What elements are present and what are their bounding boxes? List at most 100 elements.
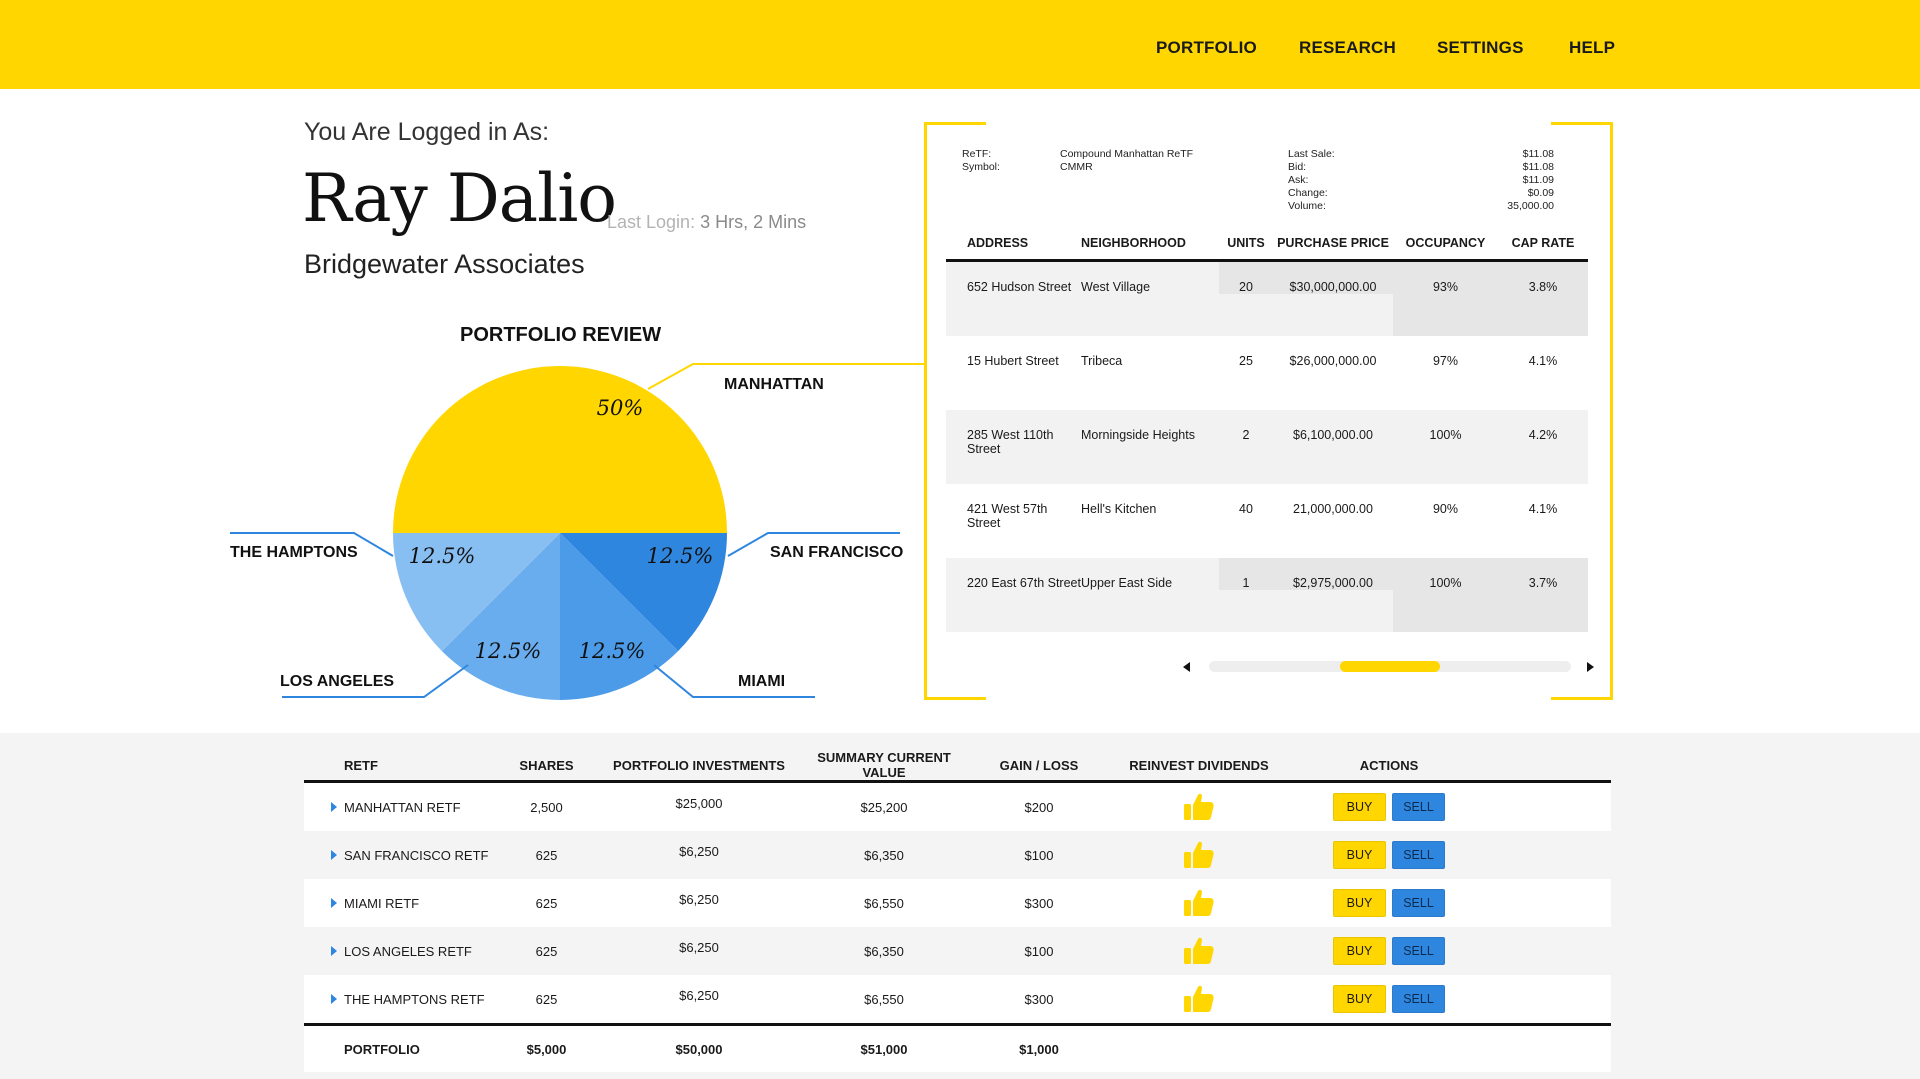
holdings-totals-row: PORTFOLIO $5,000 $50,000 $51,000 $1,000 [304, 1023, 1611, 1072]
col-units: UNITS [1227, 235, 1265, 250]
top-navigation-bar: PORTFOLIO RESEARCH SETTINGS HELP [0, 0, 1920, 89]
table-row[interactable]: 15 Hubert Street Tribeca 25 $26,000,000.… [946, 336, 1588, 410]
cell-occupancy: 100% [1429, 428, 1462, 442]
holdings-table-header: RETF SHARES PORTFOLIO INVESTMENTS SUMMAR… [304, 750, 1611, 783]
cell-reinvest [1104, 792, 1294, 822]
user-name: Ray Dalio [302, 160, 617, 237]
cell-neighborhood: West Village [1081, 280, 1151, 294]
pie-leader-line [230, 532, 394, 557]
cell-actions: BUY SELL [1294, 793, 1484, 821]
expand-row-icon[interactable] [331, 898, 337, 908]
retf-detail-panel: ReTF: Symbol: Compound Manhattan ReTF CM… [924, 122, 1613, 700]
table-row[interactable]: 652 Hudson Street West Village 20 $30,00… [946, 262, 1588, 336]
sell-button[interactable]: SELL [1392, 841, 1445, 869]
nav-portfolio[interactable]: PORTFOLIO [1156, 38, 1257, 57]
horizontal-scrollbar[interactable] [1209, 661, 1571, 672]
cell-shares: 625 [535, 895, 558, 911]
quote-labels: Last Sale: Bid: Ask: Change: Volume: [1288, 148, 1335, 213]
retf-meta-values: Compound Manhattan ReTF CMMR [1060, 148, 1193, 174]
expand-row-icon[interactable] [331, 994, 337, 1004]
pie-leader-line [647, 363, 924, 390]
cell-cap-rate: 4.1% [1528, 354, 1558, 368]
thumbs-up-icon[interactable] [1183, 984, 1215, 1014]
company-name: Bridgewater Associates [304, 249, 585, 279]
cell-occupancy: 93% [1393, 262, 1498, 336]
symbol-value: CMMR [1060, 161, 1093, 173]
quote-label-bid: Bid: [1288, 161, 1307, 173]
nav-research[interactable]: RESEARCH [1299, 38, 1397, 57]
sell-button[interactable]: SELL [1392, 793, 1445, 821]
cell-purchase-price: $2,975,000.00 [1273, 558, 1393, 590]
cell-investments: $6,250 [604, 988, 794, 1007]
table-row[interactable]: 220 East 67th Street Upper East Side 1 $… [946, 558, 1588, 632]
sell-button[interactable]: SELL [1392, 937, 1445, 965]
col-purchase-price: PURCHASE PRICE [1277, 235, 1389, 250]
scroll-right-arrow-icon[interactable] [1587, 662, 1594, 672]
buy-button[interactable]: BUY [1333, 793, 1386, 821]
expand-cell [304, 946, 344, 956]
quote-value-volume: 35,000.00 [1507, 200, 1554, 212]
col-portfolio-investments: PORTFOLIO INVESTMENTS [613, 757, 785, 773]
pie-slice-san-francisco[interactable] [560, 533, 727, 652]
investment-value: $6,250 [679, 843, 719, 859]
expand-row-icon[interactable] [331, 802, 337, 812]
cell-actions: BUY SELL [1294, 889, 1484, 917]
table-row[interactable]: SAN FRANCISCO RETF 625 $6,250 $6,350 $100 BUY… [304, 831, 1611, 879]
table-row[interactable]: MIAMI RETF 625 $6,250 $6,550 $300 BUY SELL [304, 879, 1611, 927]
last-login-value: 3 Hrs, 2 Mins [700, 212, 807, 232]
nav-settings[interactable]: SETTINGS [1437, 38, 1524, 57]
holdings-table: RETF SHARES PORTFOLIO INVESTMENTS SUMMAR… [304, 750, 1611, 1072]
cell-retf: LOS ANGELES RETF [344, 943, 472, 959]
pie-leader-line [653, 664, 815, 698]
cell-occupancy: 97% [1432, 354, 1459, 368]
totals-gain-loss: $1,000 [1019, 1041, 1059, 1057]
investment-value: $6,250 [679, 987, 719, 1003]
cell-neighborhood: Hell's Kitchen [1081, 502, 1157, 516]
table-row[interactable]: LOS ANGELES RETF 625 $6,250 $6,350 $100 BUY SE… [304, 927, 1611, 975]
quote-value-ask: $11.09 [1522, 174, 1554, 186]
expand-row-icon[interactable] [331, 850, 337, 860]
thumbs-up-icon[interactable] [1183, 936, 1215, 966]
quote-label-change: Change: [1288, 187, 1328, 199]
buy-button[interactable]: BUY [1333, 985, 1386, 1013]
expand-row-icon[interactable] [331, 946, 337, 956]
sell-button[interactable]: SELL [1392, 985, 1445, 1013]
pie-slice-manhattan[interactable] [393, 366, 727, 533]
cell-retf: MIAMI RETF [344, 895, 420, 911]
pie-slice-los-angeles[interactable] [441, 533, 560, 700]
pie-slice-miami[interactable] [560, 533, 679, 700]
pie-slice-hamptons[interactable] [393, 533, 560, 652]
pie-leader-line [727, 532, 900, 557]
buy-button[interactable]: BUY [1333, 841, 1386, 869]
table-row[interactable]: MANHATTAN RETF 2,500 $25,000 $25,200 $200 BUY… [304, 783, 1611, 831]
cell-occupancy: 90% [1432, 502, 1459, 516]
pie-city-label: MIAMI [738, 673, 785, 690]
cell-gain-loss: $100 [1024, 847, 1054, 863]
pie-city-label: SAN FRANCISCO [770, 544, 903, 561]
pie-slice-percent: 12.5% [579, 639, 646, 663]
thumbs-up-icon[interactable] [1183, 888, 1215, 918]
table-row[interactable]: 421 West 57th Street Hell's Kitchen 40 2… [946, 484, 1588, 558]
expand-cell [304, 898, 344, 908]
cell-investments: $25,000 [604, 796, 794, 815]
scrollbar-thumb[interactable] [1340, 661, 1440, 672]
logged-in-label: You Are Logged in As: [304, 118, 550, 146]
sell-button[interactable]: SELL [1392, 889, 1445, 917]
thumbs-up-icon[interactable] [1183, 840, 1215, 870]
table-row[interactable]: THE HAMPTONS RETF 625 $6,250 $6,550 $300 BUY S… [304, 975, 1611, 1023]
cell-investments: $6,250 [604, 940, 794, 959]
nav-help[interactable]: HELP [1569, 38, 1616, 57]
pie-city-label: LOS ANGELES [280, 673, 394, 690]
thumbs-up-icon[interactable] [1183, 792, 1215, 822]
buy-button[interactable]: BUY [1333, 937, 1386, 965]
cell-actions: BUY SELL [1294, 985, 1484, 1013]
quote-label-last-sale: Last Sale: [1288, 148, 1335, 160]
scroll-left-arrow-icon[interactable] [1183, 662, 1190, 672]
buy-button[interactable]: BUY [1333, 889, 1386, 917]
cell-address: 421 West 57th Street [967, 502, 1048, 530]
panel-bracket-right [1551, 122, 1613, 700]
properties-table: ADDRESS NEIGHBORHOOD UNITS PURCHASE PRIC… [946, 226, 1588, 632]
cell-current-value: $25,200 [860, 799, 908, 815]
quote-label-ask: Ask: [1288, 174, 1309, 186]
table-row[interactable]: 285 West 110th Street Morningside Height… [946, 410, 1588, 484]
